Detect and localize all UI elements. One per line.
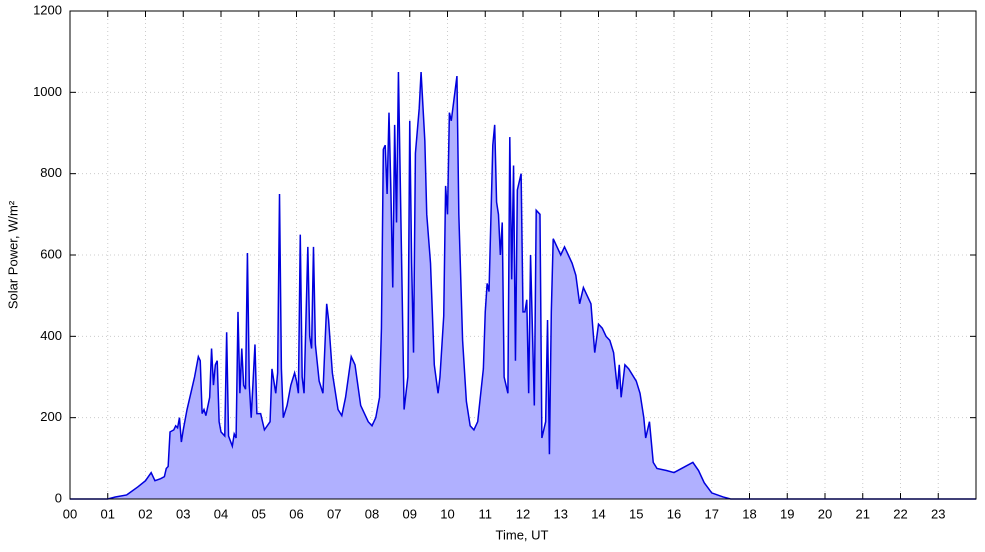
x-tick-label: 10 [440, 506, 454, 521]
y-tick-label: 1200 [33, 2, 62, 17]
x-tick-label: 12 [516, 506, 530, 521]
y-axis-label: Solar Power, W/m² [5, 200, 20, 309]
y-tick-label: 0 [55, 490, 62, 505]
x-tick-label: 05 [252, 506, 266, 521]
x-tick-label: 07 [327, 506, 341, 521]
x-tick-label: 04 [214, 506, 228, 521]
y-tick-label: 400 [40, 328, 62, 343]
x-tick-label: 11 [479, 506, 493, 521]
x-tick-label: 06 [289, 506, 303, 521]
x-tick-label: 01 [101, 506, 115, 521]
area-line [70, 71, 976, 500]
x-tick-label: 22 [893, 506, 907, 521]
x-tick-label: 21 [856, 506, 870, 521]
x-tick-label: 19 [780, 506, 794, 521]
x-tick-label: 15 [629, 506, 643, 521]
area-fill [70, 72, 976, 499]
x-tick-label: 18 [742, 506, 756, 521]
y-tick-label: 800 [40, 165, 62, 180]
plot-frame [69, 10, 977, 500]
y-tick-label: 200 [40, 409, 62, 424]
x-tick-label: 16 [667, 506, 681, 521]
x-tick-label: 13 [554, 506, 568, 521]
x-tick-label: 09 [403, 506, 417, 521]
x-tick-label: 23 [931, 506, 945, 521]
x-tick-label: 08 [365, 506, 379, 521]
y-tick-label: 600 [40, 246, 62, 261]
x-tick-label: 17 [705, 506, 719, 521]
x-tick-label: 00 [63, 506, 77, 521]
x-tick-label: 14 [591, 506, 605, 521]
x-tick-label: 03 [176, 506, 190, 521]
y-tick-label: 1000 [33, 84, 62, 99]
x-axis-label: Time, UT [496, 527, 549, 542]
x-tick-label: 02 [138, 506, 152, 521]
x-tick-label: 20 [818, 506, 832, 521]
